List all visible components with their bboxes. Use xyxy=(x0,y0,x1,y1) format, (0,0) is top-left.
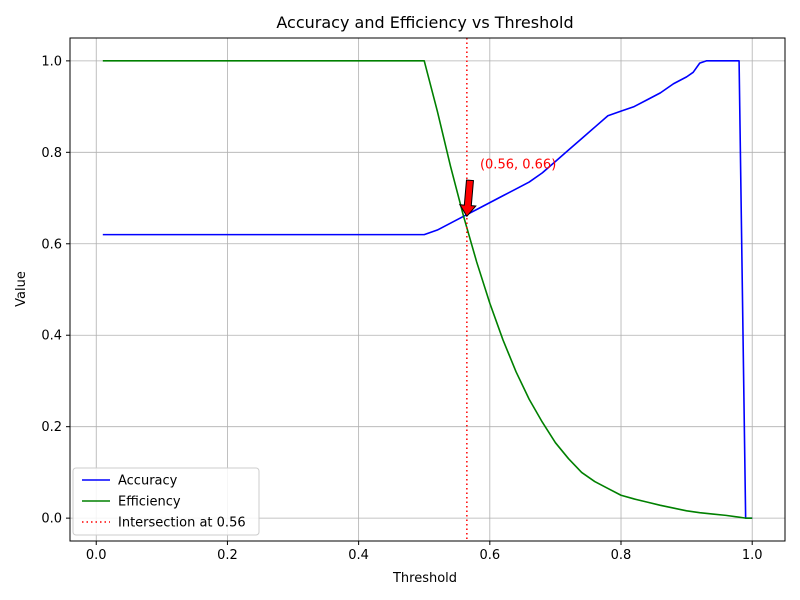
y-tick-label: 0.0 xyxy=(41,512,62,527)
axes: 0.0 0.2 0.4 0.6 0.8 1.0 0.0 0.2 0.4 0.6 0.8 1.0 xyxy=(41,37,786,563)
grid xyxy=(70,38,785,541)
series-line-accuracy xyxy=(102,60,753,519)
x-tick-label: 0.4 xyxy=(348,548,369,563)
x-tick-label: 0.2 xyxy=(217,548,238,563)
x-tick-label: 0.8 xyxy=(611,548,632,563)
plot-frame xyxy=(69,37,786,542)
series-layer xyxy=(102,38,753,541)
annotation-label: (0.56, 0.66) xyxy=(480,157,556,172)
x-axis-title: Threshold xyxy=(392,571,457,586)
annotation-layer: (0.56, 0.66) xyxy=(458,157,556,218)
y-tick-label: 0.6 xyxy=(41,237,62,252)
chart-title: Accuracy and Efficiency vs Threshold xyxy=(276,13,573,32)
x-tick-label: 0.6 xyxy=(479,548,500,563)
y-tick-label: 1.0 xyxy=(41,54,62,69)
y-tick-label: 0.4 xyxy=(41,329,62,344)
legend-entry-label: Accuracy xyxy=(118,474,178,489)
series-line-efficiency xyxy=(102,60,753,519)
legend-box xyxy=(72,467,260,536)
annotation-arrow xyxy=(458,179,477,218)
y-axis-title: Value xyxy=(14,271,29,307)
legend: Accuracy Efficiency Intersection at 0.56 xyxy=(72,467,260,536)
x-tick-label: 0.0 xyxy=(86,548,107,563)
legend-entry-label: Intersection at 0.56 xyxy=(118,516,246,531)
y-tick-label: 0.2 xyxy=(41,420,62,435)
y-tick-label: 0.8 xyxy=(41,146,62,161)
x-tick-label: 1.0 xyxy=(742,548,763,563)
legend-entry-label: Efficiency xyxy=(118,495,181,510)
